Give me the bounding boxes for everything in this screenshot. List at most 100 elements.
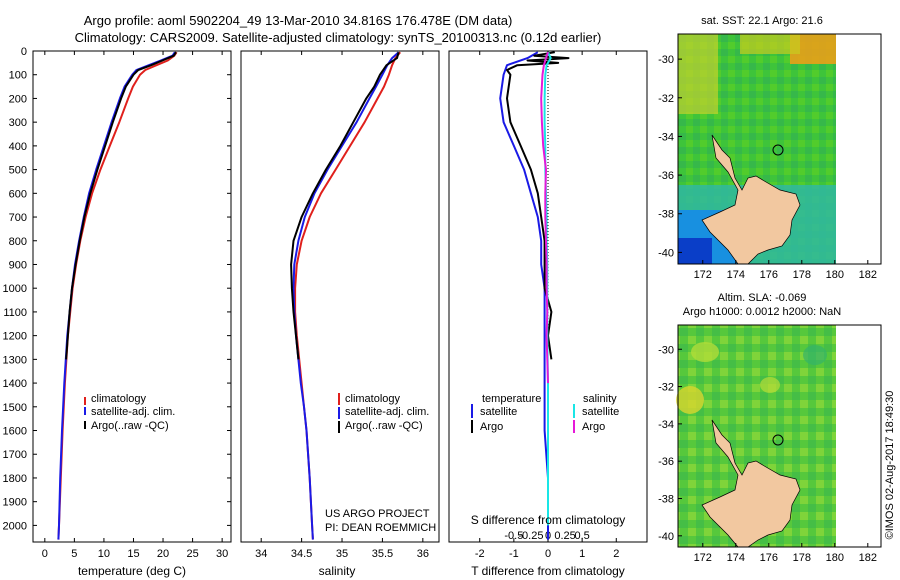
- sla-no-data-east: [836, 325, 881, 547]
- map-lon-tick-label: 180: [826, 552, 844, 564]
- sla-map-title-line1: Altim. SLA: -0.069: [718, 292, 807, 304]
- t-difference-tick-labels: -2 -1 0 1 2: [475, 51, 619, 560]
- sla-high-west: [676, 386, 704, 414]
- legend-label-s-satellite: satellite: [582, 406, 619, 418]
- legend-label-argo: Argo(..raw -QC): [91, 420, 169, 432]
- s-difference-tick-label: -0.25: [518, 530, 543, 542]
- s-difference-tick-labels: -0.5-0.25 0 0.250.5: [504, 530, 589, 542]
- temperature-tick-label: 0: [42, 548, 48, 560]
- map-lon-tick-label: 172: [694, 269, 712, 281]
- argo-line: [65, 51, 177, 360]
- salinity-axes-frame: [240, 50, 440, 543]
- map-lat-tick-label: -34: [658, 131, 674, 143]
- depth-tick-label: 500: [9, 165, 27, 177]
- t-difference-tick-label: -1: [509, 548, 519, 560]
- salinity-tick-label: 34.5: [291, 548, 312, 560]
- depth-tick-label: 1600: [3, 426, 27, 438]
- depth-tick-label: 200: [9, 93, 27, 105]
- salinity-series: [290, 51, 401, 540]
- sla-high-north: [691, 342, 719, 362]
- map-lat-tick-label: -32: [658, 382, 674, 394]
- depth-tick-label: 700: [9, 212, 27, 224]
- sst-float-marker: [772, 144, 784, 156]
- depth-tick-label: 1700: [3, 449, 27, 461]
- salinity-tick-label: 36: [417, 548, 429, 560]
- s-difference-tick-label: 0.5: [574, 530, 589, 542]
- sla-low-northeast: [803, 345, 827, 365]
- map-lon-tick-label: 178: [793, 552, 811, 564]
- depth-tick-label: 1300: [3, 354, 27, 366]
- sst-map-title: sat. SST: 22.1 Argo: 21.6: [701, 15, 823, 27]
- difference-legend-salinity: salinity satellite Argo: [573, 393, 619, 433]
- sst-map-ticks: 172 174 176 178 180 182 -30 -32 -34 -36 -38 -40: [658, 54, 877, 281]
- depth-tick-label: 1200: [3, 331, 27, 343]
- legend-label-climatology: climatology: [91, 393, 147, 405]
- temperature-tick-label: 10: [98, 548, 110, 560]
- temperature-tick-label: 15: [127, 548, 139, 560]
- argo-line: [290, 51, 400, 360]
- map-lat-tick-label: -38: [658, 209, 674, 221]
- map-lon-tick-label: 182: [859, 552, 877, 564]
- pi-annotation: PI: DEAN ROEMMICH: [325, 522, 436, 534]
- t-difference-tick-label: 0: [545, 548, 551, 560]
- map-lat-tick-label: -38: [658, 493, 674, 505]
- map-lat-tick-label: -34: [658, 419, 674, 431]
- sst-warm-band: [740, 34, 800, 54]
- t-difference-tick-label: 2: [613, 548, 619, 560]
- map-lat-tick-label: -36: [658, 456, 674, 468]
- project-annotation: US ARGO PROJECT: [325, 508, 430, 520]
- map-lon-tick-label: 182: [859, 269, 877, 281]
- map-lat-tick-label: -36: [658, 170, 674, 182]
- temperature-legend: climatology satellite-adj. clim. Argo(..…: [84, 393, 175, 432]
- depth-tick-label: 1100: [3, 307, 27, 319]
- depth-tick-label: 800: [9, 236, 27, 248]
- map-lon-tick-label: 172: [694, 552, 712, 564]
- sla-map-ticks: 172 174 176 178 180 182 -30 -32 -34 -36 -38 -40: [658, 344, 877, 564]
- sla-map-frame: [677, 324, 882, 548]
- legend-label-argo: Argo(..raw -QC): [345, 420, 423, 432]
- depth-tick-label: 0: [21, 46, 27, 58]
- salinity-tick-label: 34: [255, 548, 267, 560]
- temperature-argo-line: [506, 51, 570, 360]
- difference-series: [499, 51, 570, 540]
- depth-tick-label: 1900: [3, 497, 27, 509]
- legend-label-climatology: climatology: [345, 393, 401, 405]
- map-lon-tick-label: 174: [727, 552, 745, 564]
- map-lon-tick-label: 180: [826, 269, 844, 281]
- salinity-tick-labels: 34 34.5 35 35.5 36: [255, 51, 429, 560]
- sst-coldest: [678, 238, 712, 264]
- salinity-argo-line: [540, 51, 549, 384]
- depth-tick-label: 100: [9, 70, 27, 82]
- sla-map-title-line2: Argo h1000: 0.0012 h2000: NaN: [683, 306, 841, 318]
- imos-credit: ©IMOS 02-Aug-2017 18:49:30: [884, 391, 896, 540]
- s-difference-label: S difference from climatology: [471, 513, 626, 527]
- t-difference-tick-label: 1: [579, 548, 585, 560]
- temperature-satellite-line: [499, 51, 549, 540]
- temperature-tick-label: 5: [71, 548, 77, 560]
- depth-tick-label: 900: [9, 259, 27, 271]
- map-lat-tick-label: -40: [658, 531, 674, 543]
- legend-label-satellite: satellite-adj. clim.: [345, 406, 429, 418]
- temperature-panel: 0100200300400500600700800900100011001200…: [3, 46, 647, 578]
- temperature-tick-label: 20: [157, 548, 169, 560]
- depth-tick-label: 1500: [3, 402, 27, 414]
- salinity-x-label: salinity: [319, 564, 356, 578]
- sst-no-data-east: [836, 34, 881, 264]
- sst-map-frame: [677, 33, 882, 265]
- salinity-tick-label: 35: [336, 548, 348, 560]
- temperature-axes-frame: [32, 50, 232, 543]
- s-difference-tick-label: -0.5: [504, 530, 523, 542]
- sla-high-mid: [760, 377, 780, 393]
- sst-map-panel: sat. SST: 22.1 Argo: 21.6 172 174 176 178 18…: [658, 15, 882, 281]
- figure-title-line1: Argo profile: aoml 5902204_49 13-Mar-201…: [84, 13, 513, 28]
- legend-label-t-argo: Argo: [480, 421, 503, 433]
- map-lon-tick-label: 178: [793, 269, 811, 281]
- map-lat-tick-label: -30: [658, 344, 674, 356]
- temperature-tick-label: 25: [186, 548, 198, 560]
- map-lat-tick-label: -40: [658, 247, 674, 259]
- map-lon-tick-label: 174: [727, 269, 745, 281]
- map-lon-tick-label: 176: [760, 552, 778, 564]
- sst-land-mass: [701, 134, 801, 265]
- map-lat-tick-label: -32: [658, 93, 674, 105]
- depth-tick-label: 1000: [3, 283, 27, 295]
